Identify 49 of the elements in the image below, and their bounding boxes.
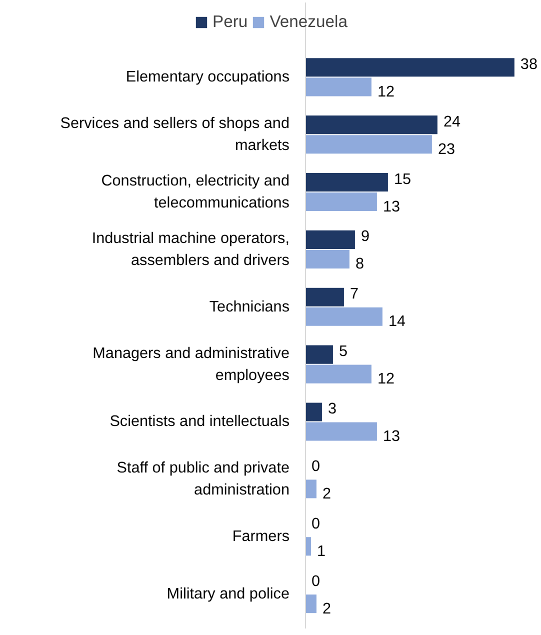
bar [305, 192, 377, 212]
data-label: 12 [377, 83, 395, 100]
bar [305, 364, 372, 384]
data-label: 38 [520, 56, 538, 73]
bar [305, 58, 514, 77]
data-label: 3 [328, 400, 337, 418]
data-label: 0 [311, 572, 320, 590]
y-tick-label: Managers and administrative employees [92, 344, 290, 384]
bar [305, 480, 316, 498]
data-label: 5 [338, 343, 348, 360]
data-label: 7 [350, 286, 358, 303]
bar [305, 135, 432, 154]
data-label: 8 [355, 256, 364, 273]
bar [305, 172, 388, 192]
y-tick-label: Scientists and intellectuals [110, 413, 290, 430]
legend-label: Venezuela [270, 12, 348, 32]
y-tick-label: Industrial machine operators, assemblers and drivers [92, 230, 290, 270]
data-label: 0 [311, 458, 320, 475]
y-tick-label: Technicians [209, 298, 290, 316]
data-label: 2 [322, 485, 332, 502]
bar [305, 345, 333, 364]
bar [305, 402, 322, 422]
bar [305, 594, 316, 614]
data-label: 12 [377, 370, 395, 388]
y-tick-label: Staff of public and private administration [116, 460, 290, 499]
y-tick-label: Services and sellers of shops and markets [60, 115, 290, 154]
bar [305, 537, 311, 556]
bar [305, 288, 344, 306]
data-label: 14 [388, 313, 406, 330]
data-label: 1 [316, 542, 326, 560]
bar [305, 250, 350, 268]
bar [305, 116, 438, 134]
legend-label: Peru [212, 12, 248, 32]
data-label: 0 [311, 515, 320, 532]
bar [305, 307, 382, 326]
data-label: 9 [360, 228, 370, 246]
data-label: 13 [382, 198, 400, 216]
data-label: 24 [443, 113, 461, 130]
bar [305, 230, 355, 249]
data-label: 15 [394, 170, 412, 188]
bar [305, 422, 377, 441]
bar [305, 78, 372, 96]
data-label: 23 [438, 140, 456, 158]
data-label: 2 [322, 600, 332, 618]
y-tick-label: Military and police [166, 586, 290, 603]
y-tick-label: Elementary occupations [126, 68, 290, 86]
y-tick-label: Construction, electricity and telecommunications [101, 172, 290, 212]
y-tick-label: Farmers [232, 528, 290, 546]
data-label: 13 [382, 428, 400, 446]
